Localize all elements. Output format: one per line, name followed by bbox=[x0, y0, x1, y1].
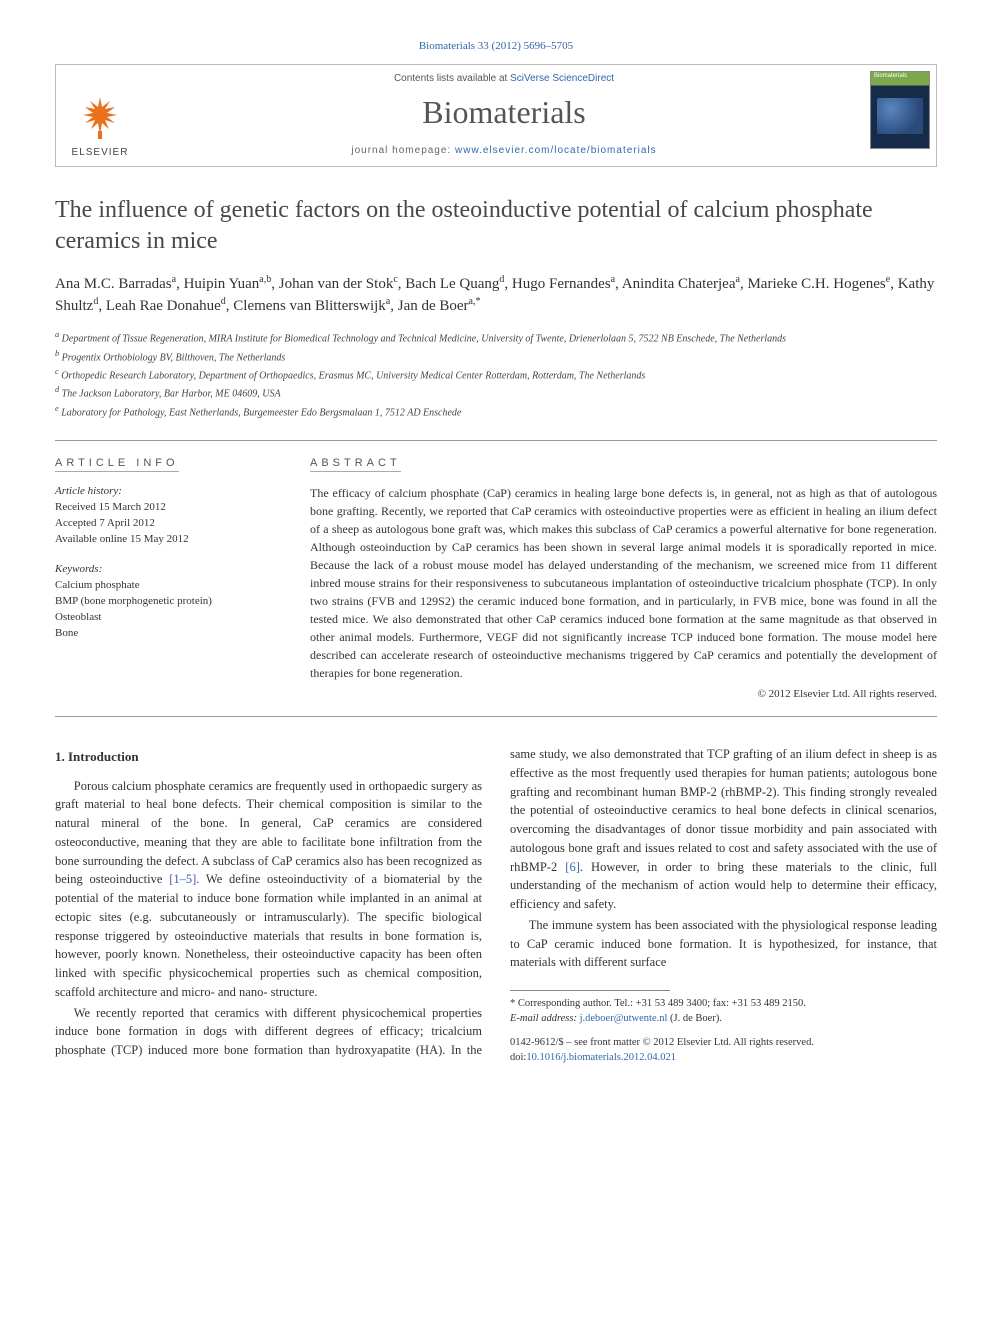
contents-prefix: Contents lists available at bbox=[394, 73, 510, 84]
elsevier-tree-icon bbox=[75, 93, 125, 143]
intro-heading: 1. Introduction bbox=[55, 747, 482, 767]
elsevier-label: ELSEVIER bbox=[72, 147, 129, 158]
affiliation-item: a Department of Tissue Regeneration, MIR… bbox=[55, 329, 937, 346]
doi-link[interactable]: 10.1016/j.biomaterials.2012.04.021 bbox=[526, 1052, 676, 1063]
article-title: The influence of genetic factors on the … bbox=[55, 195, 937, 257]
front-matter-line: 0142-9612/$ – see front matter © 2012 El… bbox=[510, 1036, 937, 1051]
cover-thumb-label: Biomaterials bbox=[874, 73, 907, 79]
affiliation-item: d The Jackson Laboratory, Bar Harbor, ME… bbox=[55, 384, 937, 401]
affiliation-list: a Department of Tissue Regeneration, MIR… bbox=[55, 329, 937, 420]
article-history-block: Article history: Received 15 March 2012 … bbox=[55, 484, 280, 548]
page-footer-block: * Corresponding author. Tel.: +31 53 489… bbox=[510, 990, 937, 1066]
accepted-date: Accepted 7 April 2012 bbox=[55, 516, 280, 532]
ref-link-6[interactable]: [6] bbox=[565, 860, 580, 874]
journal-header: ELSEVIER Contents lists available at Sci… bbox=[55, 64, 937, 167]
keywords-label: Keywords: bbox=[55, 562, 280, 578]
p1b-text: . We define osteoinductivity of a biomat… bbox=[55, 872, 482, 999]
affiliation-item: b Progentix Orthobiology BV, Bilthoven, … bbox=[55, 348, 937, 365]
p1-text: Porous calcium phosphate ceramics are fr… bbox=[55, 779, 482, 887]
cover-thumb-block: Biomaterials bbox=[864, 65, 936, 166]
abstract-label: ABSTRACT bbox=[310, 457, 401, 472]
doi-label: doi: bbox=[510, 1052, 526, 1063]
front-matter-block: 0142-9612/$ – see front matter © 2012 El… bbox=[510, 1036, 937, 1065]
abstract-column: ABSTRACT The efficacy of calcium phospha… bbox=[310, 457, 937, 700]
citation-link[interactable]: Biomaterials 33 (2012) 5696–5705 bbox=[419, 40, 573, 52]
online-date: Available online 15 May 2012 bbox=[55, 532, 280, 548]
citation-line: Biomaterials 33 (2012) 5696–5705 bbox=[55, 40, 937, 52]
homepage-prefix: journal homepage: bbox=[351, 145, 455, 156]
history-label: Article history: bbox=[55, 484, 280, 500]
homepage-link[interactable]: www.elsevier.com/locate/biomaterials bbox=[455, 145, 657, 156]
keyword-item: Bone bbox=[55, 626, 280, 642]
abstract-copyright: © 2012 Elsevier Ltd. All rights reserved… bbox=[310, 688, 937, 700]
keywords-list: Calcium phosphateBMP (bone morphogenetic… bbox=[55, 578, 280, 642]
header-center: Contents lists available at SciVerse Sci… bbox=[144, 65, 864, 166]
keyword-item: BMP (bone morphogenetic protein) bbox=[55, 594, 280, 610]
contents-available-line: Contents lists available at SciVerse Sci… bbox=[144, 73, 864, 84]
intro-para-3: The immune system has been associated wi… bbox=[510, 916, 937, 972]
article-info-label: ARTICLE INFO bbox=[55, 457, 179, 472]
corr-email-name: (J. de Boer). bbox=[670, 1013, 722, 1024]
journal-name: Biomaterials bbox=[144, 94, 864, 131]
affiliation-item: e Laboratory for Pathology, East Netherl… bbox=[55, 403, 937, 420]
ref-link-1-5[interactable]: [1–5] bbox=[169, 872, 196, 886]
article-info-column: ARTICLE INFO Article history: Received 1… bbox=[55, 457, 280, 700]
sciencedirect-link[interactable]: SciVerse ScienceDirect bbox=[510, 73, 614, 84]
corr-email-link[interactable]: j.deboer@utwente.nl bbox=[580, 1013, 668, 1024]
email-label: E-mail address: bbox=[510, 1013, 577, 1024]
author-list: Ana M.C. Barradasa, Huipin Yuana,b, Joha… bbox=[55, 273, 937, 317]
journal-cover-thumbnail: Biomaterials bbox=[870, 71, 930, 149]
intro-para-1: Porous calcium phosphate ceramics are fr… bbox=[55, 777, 482, 1002]
homepage-line: journal homepage: www.elsevier.com/locat… bbox=[144, 145, 864, 156]
corr-line: * Corresponding author. Tel.: +31 53 489… bbox=[510, 997, 937, 1012]
page-container: Biomaterials 33 (2012) 5696–5705 ELSEVIE… bbox=[0, 0, 992, 1096]
affiliation-item: c Orthopedic Research Laboratory, Depart… bbox=[55, 366, 937, 383]
footnote-separator bbox=[510, 990, 670, 991]
publisher-logo-block: ELSEVIER bbox=[56, 65, 144, 166]
received-date: Received 15 March 2012 bbox=[55, 500, 280, 516]
abstract-text: The efficacy of calcium phosphate (CaP) … bbox=[310, 484, 937, 682]
keyword-item: Calcium phosphate bbox=[55, 578, 280, 594]
keyword-item: Osteoblast bbox=[55, 610, 280, 626]
keywords-block: Keywords: Calcium phosphateBMP (bone mor… bbox=[55, 562, 280, 642]
info-abstract-row: ARTICLE INFO Article history: Received 1… bbox=[55, 440, 937, 717]
body-two-column: 1. Introduction Porous calcium phosphate… bbox=[55, 745, 937, 1066]
corresponding-author: * Corresponding author. Tel.: +31 53 489… bbox=[510, 997, 937, 1026]
